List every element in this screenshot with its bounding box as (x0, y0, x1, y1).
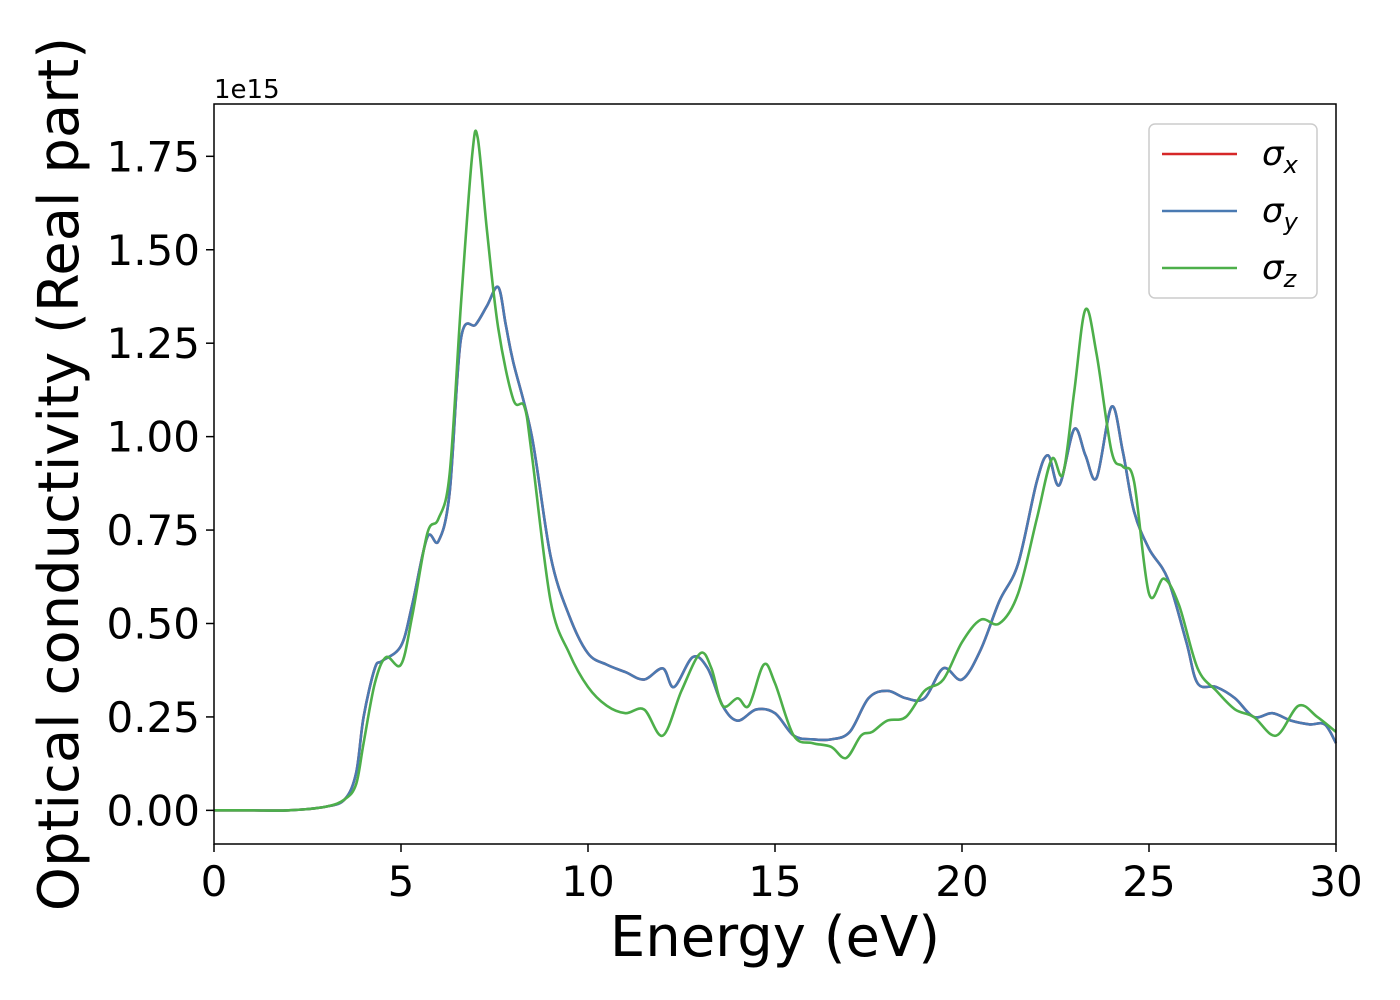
x-axis-label: Energy (eV) (610, 905, 940, 970)
y-tick-label: 1.25 (106, 319, 200, 368)
y-axis-label: Optical conductivity (Real part) (27, 37, 92, 911)
x-tick-label: 25 (1122, 857, 1175, 906)
y-offset-label: 1e15 (214, 75, 280, 105)
x-tick-label: 5 (388, 857, 415, 906)
y-tick-label: 0.00 (106, 786, 200, 835)
x-tick-label: 0 (201, 857, 228, 906)
y-tick-label: 0.25 (106, 693, 200, 742)
series-line-z (214, 129, 1337, 812)
legend: σx σy σz (1148, 123, 1318, 299)
y-tick-label: 1.00 (106, 413, 200, 462)
legend-label-y: σy (1262, 191, 1299, 236)
y-tick-label: 0.75 (106, 506, 200, 555)
x-tick-label: 15 (748, 857, 801, 906)
y-tick-label: 1.50 (106, 226, 200, 275)
x-axis-ticks: 0 5 10 15 20 25 30 (201, 844, 1363, 906)
x-tick-label: 20 (935, 857, 988, 906)
y-tick-label: 1.75 (106, 132, 200, 181)
y-axis-ticks: 0.00 0.25 0.50 0.75 1.00 1.25 1.50 1.75 (106, 132, 214, 835)
x-tick-label: 30 (1309, 857, 1362, 906)
x-tick-label: 10 (561, 857, 614, 906)
y-tick-label: 0.50 (106, 599, 200, 648)
series-layer (214, 129, 1338, 812)
legend-label-x: σx (1262, 134, 1299, 179)
legend-label-z: σz (1262, 248, 1298, 293)
